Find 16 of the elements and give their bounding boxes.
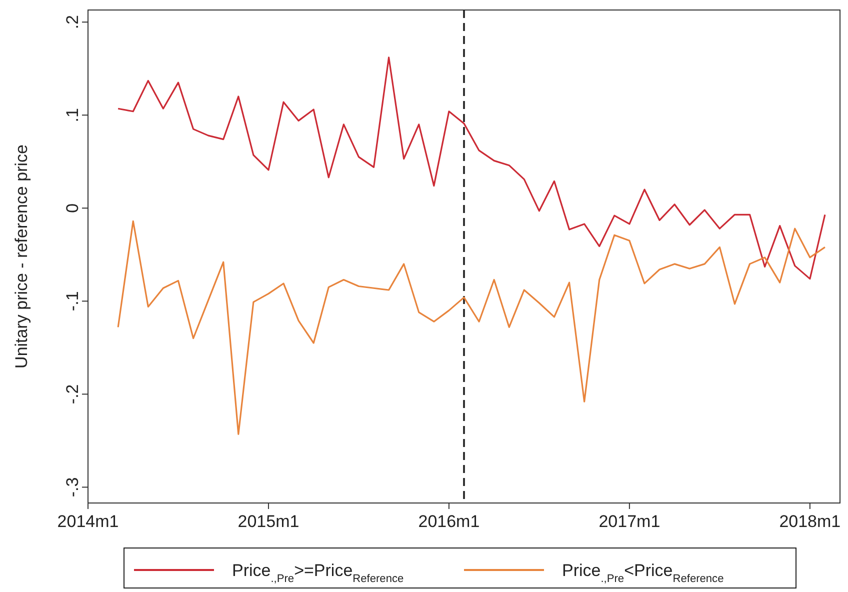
y-tick-label: .2: [63, 15, 82, 30]
line-series: [117, 56, 826, 280]
y-axis-title: Unitary price - reference price: [12, 144, 31, 368]
x-tick-label: 2014m1: [57, 512, 119, 531]
x-tick-label: 2018m1: [779, 512, 841, 531]
legend-label: Price$_{.,Pre}$>=Price$_{Reference}$: [232, 561, 404, 585]
x-tick-label: 2015m1: [238, 512, 300, 531]
y-tick-label: 0: [63, 203, 82, 213]
y-tick-label: -.3: [63, 477, 82, 498]
y-tick-label: .1: [63, 108, 82, 122]
line-series: [117, 220, 826, 435]
y-tick-label: -.1: [63, 291, 82, 312]
x-tick-label: 2017m1: [598, 512, 660, 531]
y-tick-label: -.2: [63, 384, 82, 404]
x-tick-label: 2016m1: [418, 512, 480, 531]
legend-label: Price$_{.,Pre}$<Price$_{Reference}$: [562, 561, 724, 585]
